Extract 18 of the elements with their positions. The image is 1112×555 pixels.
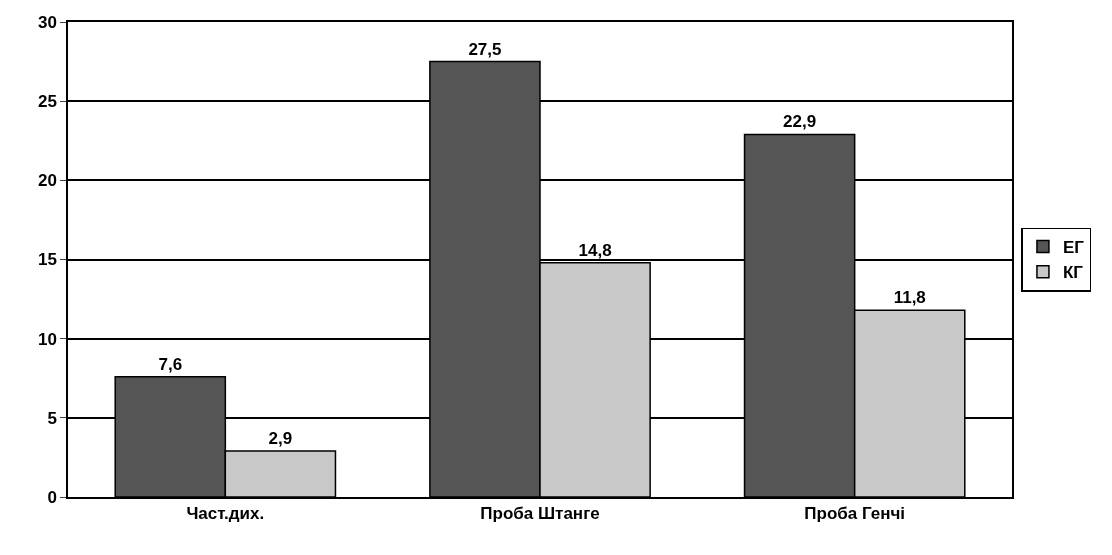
y-tick-label: 25: [37, 92, 57, 112]
legend-label: ЕГ: [1062, 238, 1085, 258]
y-tick-label: 0: [47, 487, 57, 507]
y-tick-label: 10: [37, 329, 57, 349]
y-tick-label: 30: [37, 12, 57, 32]
x-tick-label: Част.дих.: [186, 504, 265, 524]
legend-label: КГ: [1062, 263, 1084, 283]
data-label: 14,8: [578, 240, 612, 260]
data-label: 27,5: [468, 39, 502, 59]
data-label: 22,9: [783, 112, 817, 132]
data-label: 11,8: [893, 288, 926, 308]
x-tick-label: Проба Генчі: [804, 504, 906, 524]
data-label: 2,9: [268, 429, 293, 449]
y-tick-label: 5: [47, 408, 57, 428]
y-tick-label: 20: [37, 171, 57, 191]
x-tick-label: Проба Штанге: [480, 504, 600, 524]
y-tick-label: 15: [37, 250, 57, 270]
data-label: 7,6: [158, 354, 183, 374]
